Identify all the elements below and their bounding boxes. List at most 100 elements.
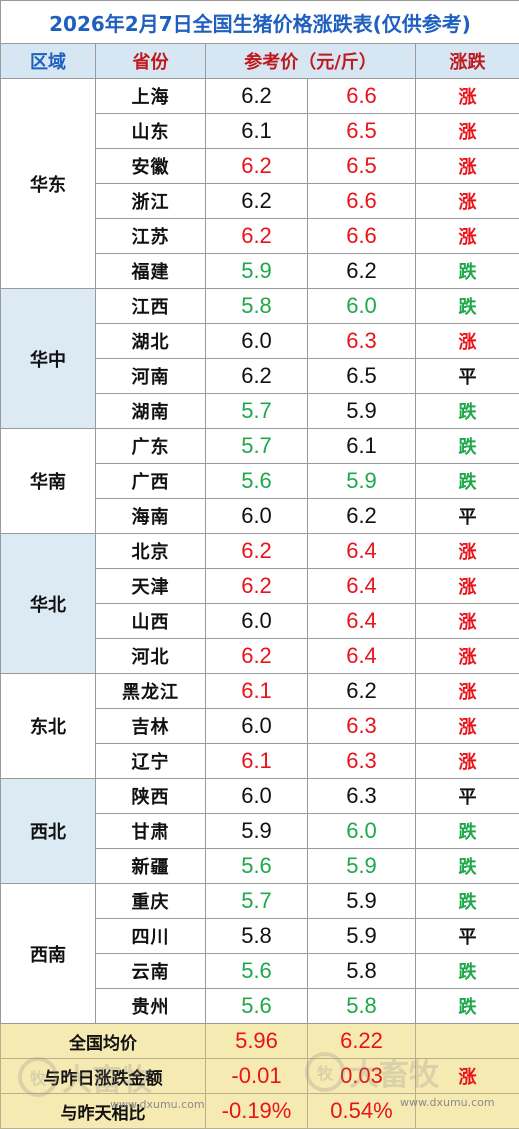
table-row: 江苏 6.2 6.6 涨 (1, 218, 519, 254)
trend-cell: 跌 (414, 428, 519, 464)
price-prev-cell: 6.2 (205, 638, 308, 674)
table-row: 华南 广东 5.7 6.1 跌 (0, 428, 519, 534)
price-today-cell: 5.9 (307, 883, 416, 919)
page-title: 2026年2月7日全国生猪价格涨跌表(仅供参考) (0, 0, 519, 44)
region-cell: 华东 (0, 78, 96, 289)
trend-cell: 涨 (414, 568, 519, 604)
price-today-cell: 6.4 (307, 568, 416, 604)
price-prev-cell: 5.6 (205, 953, 308, 989)
price-today-cell: 6.2 (307, 673, 416, 709)
price-today-cell: 6.4 (307, 638, 416, 674)
province-cell: 陕西 (95, 778, 206, 814)
price-today-cell: 6.1 (307, 428, 416, 464)
trend-cell: 跌 (414, 288, 519, 324)
price-prev-cell: 6.1 (205, 743, 308, 779)
region-cell: 华中 (0, 288, 96, 429)
header-province: 省份 (95, 43, 206, 79)
price-prev-cell: 6.2 (205, 183, 308, 219)
province-cell: 吉林 (95, 708, 206, 744)
province-cell: 海南 (95, 498, 206, 534)
summary-today: 0.03 (307, 1058, 416, 1094)
price-prev-cell: 5.6 (205, 848, 308, 884)
price-today-cell: 5.9 (307, 918, 416, 954)
price-prev-cell: 5.9 (205, 813, 308, 849)
trend-cell: 跌 (414, 883, 519, 919)
trend-cell: 涨 (414, 113, 519, 149)
table-row: 安徽 6.2 6.5 涨 (1, 148, 519, 184)
table-row: 东北 黑龙江 6.1 6.2 涨 (0, 673, 519, 779)
province-cell: 湖南 (95, 393, 206, 429)
price-prev-cell: 5.7 (205, 393, 308, 429)
price-prev-cell: 6.2 (205, 78, 308, 114)
province-cell: 辽宁 (95, 743, 206, 779)
summary-row: 与昨天相比 -0.19% 0.54% (0, 1093, 519, 1129)
trend-cell: 平 (414, 358, 519, 394)
trend-cell: 平 (414, 498, 519, 534)
table-row: 新疆 5.6 5.9 跌 (1, 848, 519, 884)
table-row: 吉林 6.0 6.3 涨 (1, 708, 519, 744)
trend-cell: 跌 (414, 253, 519, 289)
province-cell: 江苏 (95, 218, 206, 254)
price-today-cell: 6.5 (307, 148, 416, 184)
province-cell: 河北 (95, 638, 206, 674)
price-prev-cell: 5.9 (205, 253, 308, 289)
table-row: 湖北 6.0 6.3 涨 (1, 323, 519, 359)
province-cell: 广东 (95, 428, 206, 464)
summary-label: 全国均价 (0, 1023, 206, 1059)
table-row: 华东 上海 6.2 6.6 涨 (0, 78, 519, 289)
trend-cell: 涨 (414, 323, 519, 359)
price-prev-cell: 6.0 (205, 323, 308, 359)
table-row: 云南 5.6 5.8 跌 (1, 953, 519, 989)
price-today-cell: 6.2 (307, 253, 416, 289)
summary-today: 6.22 (307, 1023, 416, 1059)
summary-row: 全国均价 5.96 6.22 (0, 1023, 519, 1059)
province-cell: 贵州 (95, 988, 206, 1024)
price-prev-cell: 6.0 (205, 603, 308, 639)
province-cell: 广西 (95, 463, 206, 499)
province-cell: 浙江 (95, 183, 206, 219)
summary-trend: 涨 (414, 1058, 519, 1094)
province-cell: 北京 (95, 533, 206, 569)
table-row: 四川 5.8 5.9 平 (1, 918, 519, 954)
price-prev-cell: 6.2 (205, 533, 308, 569)
price-today-cell: 6.3 (307, 778, 416, 814)
trend-cell: 跌 (414, 463, 519, 499)
price-today-cell: 5.8 (307, 988, 416, 1024)
trend-cell: 涨 (414, 603, 519, 639)
table-row: 山东 6.1 6.5 涨 (1, 113, 519, 149)
table-row: 辽宁 6.1 6.3 涨 (1, 743, 519, 779)
price-prev-cell: 6.2 (205, 148, 308, 184)
region-cell: 西北 (0, 778, 96, 884)
trend-cell: 涨 (414, 78, 519, 114)
price-prev-cell: 6.2 (205, 218, 308, 254)
price-prev-cell: 5.7 (205, 428, 308, 464)
price-prev-cell: 5.6 (205, 463, 308, 499)
table-row: 河北 6.2 6.4 涨 (1, 638, 519, 674)
price-today-cell: 6.0 (307, 288, 416, 324)
price-today-cell: 6.5 (307, 113, 416, 149)
summary-trend (414, 1023, 519, 1059)
price-prev-cell: 6.2 (205, 358, 308, 394)
region-cell: 东北 (0, 673, 96, 779)
summary-label: 与昨天相比 (0, 1093, 206, 1129)
summary-row: 与昨日涨跌金额 -0.01 0.03 涨 (0, 1058, 519, 1094)
price-today-cell: 6.3 (307, 708, 416, 744)
trend-cell: 涨 (414, 673, 519, 709)
price-today-cell: 5.9 (307, 393, 416, 429)
province-cell: 湖北 (95, 323, 206, 359)
price-today-cell: 6.3 (307, 323, 416, 359)
table-row: 福建 5.9 6.2 跌 (1, 253, 519, 289)
summary-prev: 5.96 (205, 1023, 308, 1059)
province-cell: 山西 (95, 603, 206, 639)
header-row: 区域 省份 参考价（元/斤） 涨跌 (0, 43, 519, 79)
region-cell: 华北 (0, 533, 96, 674)
table-row: 华中 江西 5.8 6.0 跌 (0, 288, 519, 429)
trend-cell: 涨 (414, 743, 519, 779)
table-row: 河南 6.2 6.5 平 (1, 358, 519, 394)
region-cell: 华南 (0, 428, 96, 534)
province-cell: 黑龙江 (95, 673, 206, 709)
price-today-cell: 6.2 (307, 498, 416, 534)
header-price: 参考价（元/斤） (205, 43, 416, 79)
trend-cell: 涨 (414, 148, 519, 184)
